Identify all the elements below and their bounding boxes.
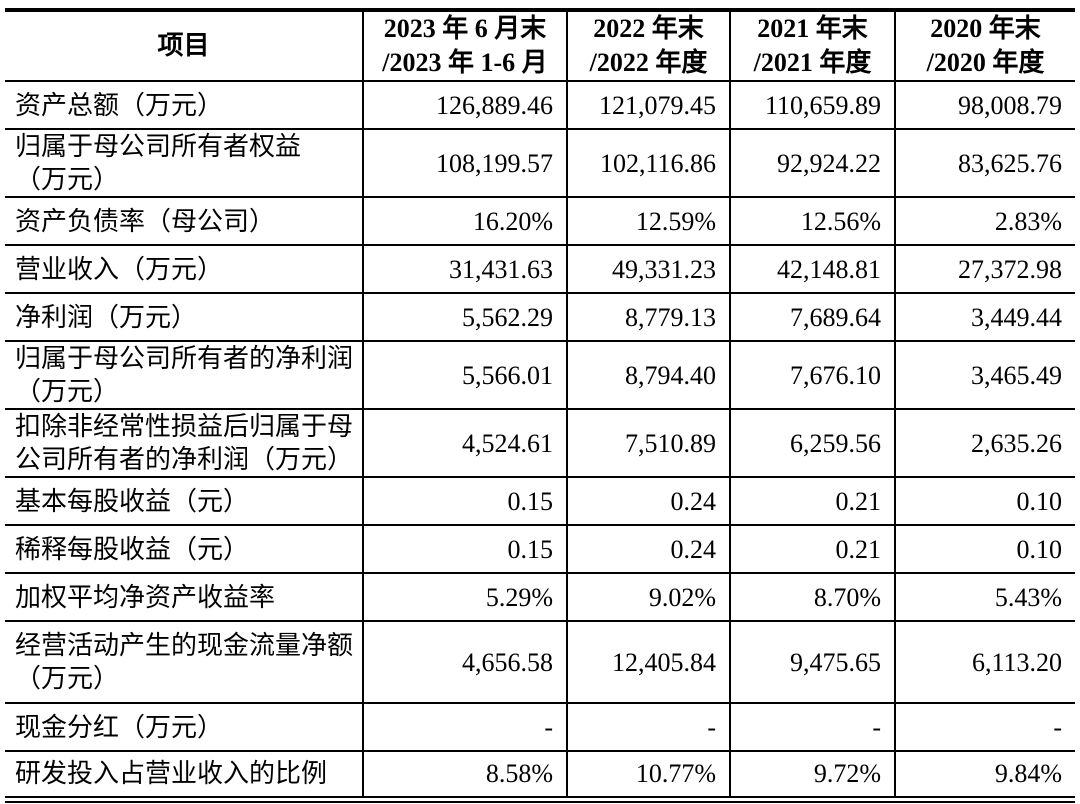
value-cell: 0.10 — [894, 476, 1075, 526]
value-cell: 10.77% — [566, 750, 731, 803]
value-cell: 12.59% — [566, 196, 731, 246]
value-cell: 16.20% — [362, 196, 568, 246]
value-cell: 108,199.57 — [362, 128, 568, 198]
value-cell: 110,659.89 — [729, 80, 896, 130]
value-cell: 0.10 — [894, 524, 1075, 574]
column-header-2023h1: 2023 年 6 月末 /2023 年 1-6 月 — [362, 8, 568, 82]
column-header-2022: 2022 年末 /2022 年度 — [566, 8, 731, 82]
table-row-basic-eps: 基本每股收益（元） 0.15 0.24 0.21 0.10 — [5, 476, 1075, 526]
value-cell: 8,794.40 — [566, 340, 731, 410]
row-label: 资产总额（万元） — [5, 80, 364, 130]
value-cell: 7,510.89 — [566, 408, 731, 478]
value-cell: 12.56% — [729, 196, 896, 246]
value-cell: 8.58% — [362, 750, 568, 803]
value-cell: 7,676.10 — [729, 340, 896, 410]
financial-summary-table: 项目 2023 年 6 月末 /2023 年 1-6 月 2022 年末 /20… — [5, 8, 1075, 803]
table-row-net-profit-deducted: 扣除非经常性损益后归属于母 公司所有者的净利润（万元） 4,524.61 7,5… — [5, 408, 1075, 478]
value-cell: 6,259.56 — [729, 408, 896, 478]
value-cell: 0.21 — [729, 524, 896, 574]
table-row-debt-ratio-parent: 资产负债率（母公司） 16.20% 12.59% 12.56% 2.83% — [5, 196, 1075, 246]
row-label: 扣除非经常性损益后归属于母 公司所有者的净利润（万元） — [5, 408, 364, 478]
table-row-net-profit-parent: 归属于母公司所有者的净利润 （万元） 5,566.01 8,794.40 7,6… — [5, 340, 1075, 410]
value-cell: 0.15 — [362, 476, 568, 526]
row-label: 资产负债率（母公司） — [5, 196, 364, 246]
value-cell: 5,562.29 — [362, 292, 568, 342]
row-label: 基本每股收益（元） — [5, 476, 364, 526]
value-cell: 98,008.79 — [894, 80, 1075, 130]
table-header-row: 项目 2023 年 6 月末 /2023 年 1-6 月 2022 年末 /20… — [5, 8, 1075, 82]
table-row-diluted-eps: 稀释每股收益（元） 0.15 0.24 0.21 0.10 — [5, 524, 1075, 574]
table-row-operating-cash-flow: 经营活动产生的现金流量净额 （万元） 4,656.58 12,405.84 9,… — [5, 620, 1075, 704]
value-cell: 0.24 — [566, 524, 731, 574]
table-row-rd-ratio: 研发投入占营业收入的比例 8.58% 10.77% 9.72% 9.84% — [5, 750, 1075, 803]
value-cell: 121,079.45 — [566, 80, 731, 130]
value-cell: 0.24 — [566, 476, 731, 526]
value-cell: 92,924.22 — [729, 128, 896, 198]
value-cell: - — [566, 702, 731, 752]
table-row-total-assets: 资产总额（万元） 126,889.46 121,079.45 110,659.8… — [5, 80, 1075, 130]
row-label: 归属于母公司所有者的净利润 （万元） — [5, 340, 364, 410]
row-label: 经营活动产生的现金流量净额 （万元） — [5, 620, 364, 704]
value-cell: - — [362, 702, 568, 752]
value-cell: 0.21 — [729, 476, 896, 526]
value-cell: 8.70% — [729, 572, 896, 622]
table-row-cash-dividend: 现金分红（万元） - - - - — [5, 702, 1075, 752]
value-cell: 102,116.86 — [566, 128, 731, 198]
column-header-item: 项目 — [5, 8, 364, 82]
value-cell: - — [729, 702, 896, 752]
value-cell: 12,405.84 — [566, 620, 731, 704]
value-cell: 5,566.01 — [362, 340, 568, 410]
value-cell: 27,372.98 — [894, 244, 1075, 294]
value-cell: 9.02% — [566, 572, 731, 622]
value-cell: 126,889.46 — [362, 80, 568, 130]
value-cell: 4,656.58 — [362, 620, 568, 704]
value-cell: - — [894, 702, 1075, 752]
value-cell: 9.72% — [729, 750, 896, 803]
row-label: 研发投入占营业收入的比例 — [5, 750, 364, 803]
value-cell: 0.15 — [362, 524, 568, 574]
value-cell: 83,625.76 — [894, 128, 1075, 198]
value-cell: 4,524.61 — [362, 408, 568, 478]
table-row-net-profit: 净利润（万元） 5,562.29 8,779.13 7,689.64 3,449… — [5, 292, 1075, 342]
value-cell: 3,465.49 — [894, 340, 1075, 410]
value-cell: 2.83% — [894, 196, 1075, 246]
row-label: 加权平均净资产收益率 — [5, 572, 364, 622]
value-cell: 42,148.81 — [729, 244, 896, 294]
value-cell: 49,331.23 — [566, 244, 731, 294]
value-cell: 5.29% — [362, 572, 568, 622]
value-cell: 6,113.20 — [894, 620, 1075, 704]
value-cell: 8,779.13 — [566, 292, 731, 342]
row-label: 现金分红（万元） — [5, 702, 364, 752]
row-label: 营业收入（万元） — [5, 244, 364, 294]
column-header-2020: 2020 年末 /2020 年度 — [894, 8, 1075, 82]
value-cell: 3,449.44 — [894, 292, 1075, 342]
column-header-2021: 2021 年末 /2021 年度 — [729, 8, 896, 82]
table-row-parent-equity: 归属于母公司所有者权益 （万元） 108,199.57 102,116.86 9… — [5, 128, 1075, 198]
value-cell: 2,635.26 — [894, 408, 1075, 478]
row-label: 稀释每股收益（元） — [5, 524, 364, 574]
table-row-operating-revenue: 营业收入（万元） 31,431.63 49,331.23 42,148.81 2… — [5, 244, 1075, 294]
value-cell: 7,689.64 — [729, 292, 896, 342]
value-cell: 9.84% — [894, 750, 1075, 803]
value-cell: 9,475.65 — [729, 620, 896, 704]
value-cell: 31,431.63 — [362, 244, 568, 294]
row-label: 归属于母公司所有者权益 （万元） — [5, 128, 364, 198]
table-row-weighted-roe: 加权平均净资产收益率 5.29% 9.02% 8.70% 5.43% — [5, 572, 1075, 622]
row-label: 净利润（万元） — [5, 292, 364, 342]
value-cell: 5.43% — [894, 572, 1075, 622]
